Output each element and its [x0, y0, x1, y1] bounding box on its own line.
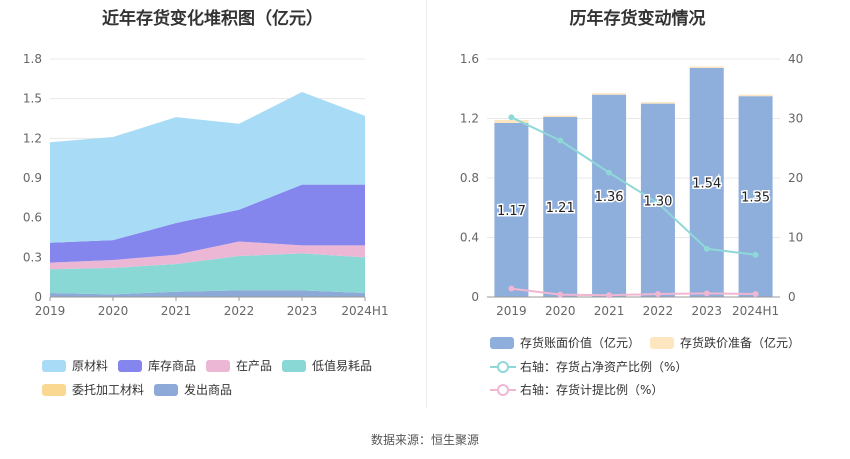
legend-label: 原材料 — [72, 359, 109, 373]
bar-reserve — [738, 94, 773, 97]
y2-tick-label: 10 — [788, 231, 803, 245]
y-tick-label: 1.8 — [23, 52, 42, 66]
point-provision — [557, 291, 564, 298]
bar-reserve — [543, 115, 578, 118]
left-chart-title: 近年存货变化堆积图（亿元） — [102, 9, 323, 29]
x-tick-label: 2023 — [287, 304, 318, 318]
bar-data-label: 1.30 — [643, 194, 672, 209]
bar-book-value — [592, 94, 627, 297]
point-ratio — [606, 169, 613, 176]
x-tick-label: 2022 — [224, 304, 255, 318]
bar-reserve — [640, 102, 675, 104]
stacked-area-chart: 0 0.3 0.6 0.9 1.2 1.5 1.8 2019 2020 2021 2022 2023 2… — [23, 52, 389, 318]
y2-tick-label: 40 — [788, 52, 803, 66]
legend-label: 在产品 — [236, 359, 273, 373]
bar-reserve — [494, 119, 529, 123]
x-tick-label: 2019 — [496, 304, 527, 318]
point-provision — [606, 292, 613, 299]
y-tick-label: 1.6 — [460, 52, 479, 66]
bar-data-label: 1.17 — [497, 204, 526, 219]
legend-swatch-book-value — [490, 337, 514, 349]
legend-line-marker-ratio — [490, 361, 516, 373]
x-tick-label: 2021 — [594, 304, 625, 318]
legend-swatch-finished-goods — [118, 360, 142, 372]
data-source: 数据来源：恒生聚源 — [370, 433, 479, 447]
y2-tick-label: 0 — [788, 290, 796, 304]
legend-swatch-shipped — [154, 384, 178, 396]
legend-swatch-wip — [206, 360, 230, 372]
x-tick-label: 2020 — [98, 304, 129, 318]
legend-label: 委托加工材料 — [72, 383, 145, 397]
point-provision — [703, 290, 710, 297]
line-ratio — [510, 116, 756, 256]
bar-reserve — [592, 93, 627, 95]
y-tick-label: 1.5 — [23, 92, 42, 106]
y-tick-label: 1.2 — [460, 112, 479, 126]
legend-swatch-consigned — [42, 384, 66, 396]
point-provision — [508, 285, 515, 292]
bar-data-label: 1.54 — [692, 176, 721, 191]
area-shipped — [50, 290, 365, 297]
y2-tick-label: 30 — [788, 112, 803, 126]
bar-data-label: 1.36 — [595, 190, 624, 205]
y2-tick-label: 20 — [788, 171, 803, 185]
x-tick-label: 2020 — [545, 304, 576, 318]
legend-swatch-reserve — [650, 337, 674, 349]
chart-divider — [426, 0, 427, 408]
legend-label: 右轴：存货计提比例（%） — [520, 383, 664, 397]
y-tick-label: 1.2 — [23, 131, 42, 145]
legend-label: 右轴：存货占净资产比例（%） — [520, 360, 688, 374]
x-tick-label: 2024H1 — [341, 304, 388, 318]
legend-swatch-raw-materials — [42, 360, 66, 372]
x-tick-label: 2024H1 — [732, 304, 779, 318]
legend-label: 低值易耗品 — [312, 359, 373, 373]
bar-data-label: 1.21 — [546, 201, 575, 216]
inventory-bar-line-chart: 0 0 0.4 10 0.8 20 1.2 30 1.6 40 2019 2020 2021 2022 20… — [460, 52, 803, 318]
bar-book-value — [738, 96, 773, 297]
y-tick-label: 0.6 — [23, 211, 42, 225]
area-finished_goods — [50, 184, 365, 263]
bar-data-label: 1.35 — [741, 191, 770, 206]
bar-reserve — [689, 66, 724, 68]
point-provision — [654, 291, 661, 298]
y-tick-label: 0.4 — [460, 231, 479, 245]
y-tick-label: 0 — [471, 290, 479, 304]
legend-label: 库存商品 — [148, 359, 197, 373]
point-ratio — [508, 114, 515, 121]
right-chart-title: 历年存货变动情况 — [569, 9, 706, 29]
point-ratio — [703, 245, 710, 252]
legend-label: 存货跌价准备（亿元） — [680, 336, 801, 350]
point-provision — [752, 291, 759, 298]
x-tick-label: 2022 — [643, 304, 674, 318]
x-tick-label: 2019 — [35, 304, 66, 318]
bar-book-value — [689, 67, 724, 297]
y-tick-label: 0.8 — [460, 171, 479, 185]
line-provision — [511, 287, 756, 297]
x-tick-label: 2023 — [691, 304, 722, 318]
area-raw_materials — [50, 92, 365, 243]
bar-book-value — [494, 122, 529, 298]
point-ratio — [557, 137, 564, 144]
y-tick-label: 0 — [34, 290, 42, 304]
point-ratio — [752, 251, 759, 258]
y-tick-label: 0.3 — [23, 250, 42, 264]
area-wip — [50, 241, 365, 270]
legend-line-marker-provision — [490, 384, 516, 396]
legend-label: 发出商品 — [184, 383, 233, 397]
point-ratio — [654, 199, 661, 206]
x-tick-label: 2021 — [161, 304, 192, 318]
area-low_value — [50, 253, 365, 295]
y-tick-label: 0.9 — [23, 171, 42, 185]
legend-label: 存货账面价值（亿元） — [520, 336, 641, 350]
legend-swatch-low-value — [282, 360, 306, 372]
